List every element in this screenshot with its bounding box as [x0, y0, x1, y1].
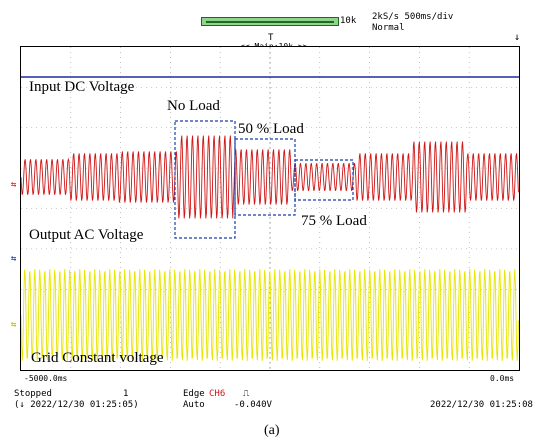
trigger-arrow-icon: ↓	[514, 32, 521, 43]
ac-voltage-trace	[21, 135, 519, 219]
zoom-bar-label: 10k	[340, 16, 357, 26]
output-ac-label: Output AC Voltage	[29, 227, 144, 243]
scope-header: 10k 2kS/s 500ms/div Normal T << Main:10k…	[0, 0, 550, 51]
acquisition-state: Stopped	[14, 389, 52, 399]
trigger-slope-icon: ⎍	[243, 389, 250, 399]
trigger-level: -0.040V	[234, 400, 272, 410]
grid-voltage-trace	[21, 269, 519, 361]
ch-marker-ac-icon[interactable]: ⇆	[11, 180, 17, 190]
trigger-position-marker[interactable]: T	[268, 33, 274, 43]
left-time-label: -5000.0ms	[24, 374, 68, 383]
no-load-box	[174, 120, 236, 239]
trigger-channel[interactable]: CH6	[209, 389, 226, 399]
zoom-overview-bar[interactable]	[201, 17, 339, 26]
load-75-label: 75 % Load	[301, 213, 367, 229]
right-time-label: 0.0ms	[490, 374, 515, 383]
trigger-type: Edge	[183, 389, 205, 399]
timestamp-left: (↓ 2022/12/30 01:25:05)	[14, 400, 139, 410]
trigger-mode: Auto	[183, 400, 205, 410]
load-50-box	[234, 138, 296, 216]
oscilloscope-screen[interactable]: Input DC Voltage No Load 50 % Load 75 % …	[20, 46, 520, 371]
acquisition-mode: Normal	[372, 23, 405, 33]
ch-marker-dc-icon[interactable]: ⇆	[11, 254, 17, 264]
timestamp-right: 2022/12/30 01:25:08	[430, 400, 533, 410]
ch-marker-grid-icon[interactable]: ⇆	[11, 320, 17, 330]
input-dc-label: Input DC Voltage	[29, 79, 135, 95]
acquisition-count: 1	[123, 389, 129, 399]
grid-constant-label: Grid Constant voltage	[31, 350, 164, 366]
no-load-label: No Load	[167, 98, 220, 114]
load-50-label: 50 % Load	[238, 121, 304, 137]
load-75-box	[294, 159, 354, 201]
figure-caption: (a)	[264, 423, 280, 438]
waveform-canvas	[21, 47, 519, 370]
sample-rate-readout: 2kS/s 500ms/div	[372, 12, 454, 22]
